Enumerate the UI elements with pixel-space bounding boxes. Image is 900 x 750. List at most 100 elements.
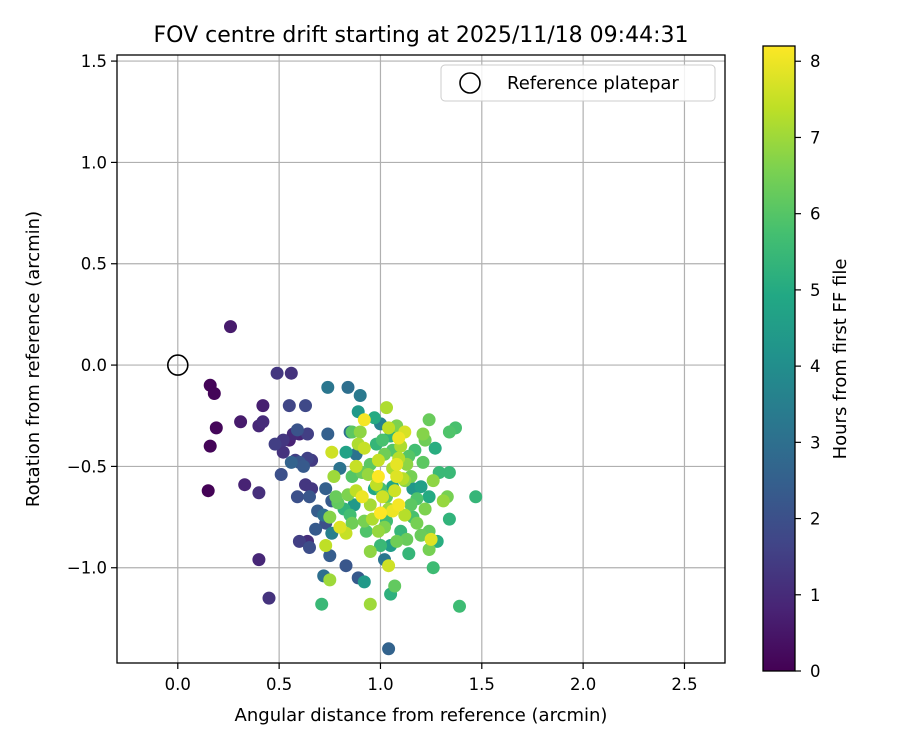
data-point [207,387,221,400]
data-point [345,516,359,530]
data-point [371,524,385,538]
data-point [376,433,389,447]
x-tick-label: 0.0 [165,675,191,694]
data-point [256,399,270,413]
data-point [209,421,223,435]
chart-title: FOV centre drift starting at 2025/11/18 … [154,23,689,48]
data-point [355,490,369,504]
data-point [321,427,335,441]
data-point [422,543,436,556]
data-point [238,478,252,492]
data-point [424,532,438,546]
data-point [357,441,371,455]
data-point [201,484,215,498]
y-tick-label: 0.5 [81,255,107,274]
colorbar [762,45,796,672]
data-point [410,516,424,530]
data-point [224,320,237,334]
colorbar-tick-label: 4 [810,357,821,376]
data-point [270,366,284,380]
legend: Reference platepar [440,64,716,102]
data-point [333,520,347,534]
data-point [234,415,248,429]
colorbar-tick-label: 7 [810,128,821,147]
data-point [428,441,442,455]
reference-point-marker [167,354,189,376]
colorbar-tick-label: 0 [810,662,821,681]
data-point [422,413,436,427]
data-point [390,534,404,548]
data-points [201,320,483,656]
x-tick-label: 2.0 [570,675,596,694]
data-point [442,466,456,479]
x-tick-label: 2.5 [671,675,697,694]
plot-frame [116,54,726,664]
colorbar-tick-label: 2 [810,510,821,529]
colorbar-tick-label: 1 [810,586,821,605]
data-point [422,490,436,504]
data-point [299,399,312,413]
data-point [371,453,385,467]
data-point [382,421,396,435]
data-point [367,411,381,425]
data-point [363,597,377,611]
x-tick-label: 1.0 [367,675,393,694]
data-point [325,445,339,459]
grid-lines [117,55,725,663]
x-axis-ticks: 0.0 0.5 1.0 1.5 2.0 2.5 [165,663,698,694]
data-point [363,545,377,558]
y-axis-ticks: −1.0 −0.5 0.0 0.5 1.0 1.5 [67,52,117,578]
data-point [404,498,418,512]
data-point [402,547,416,561]
data-point [418,502,432,516]
data-point [382,559,396,573]
data-point [398,508,412,522]
data-point [284,455,298,469]
data-point [414,528,428,542]
data-point [252,486,266,500]
data-point [303,541,316,554]
y-tick-label: 1.5 [81,52,107,71]
data-point [453,599,466,613]
data-point [323,549,337,563]
data-point [349,459,363,473]
data-point [416,427,430,441]
data-point [374,539,387,552]
data-point [371,470,385,483]
x-axis-label: Angular distance from reference (arcmin) [235,705,608,726]
data-point [274,468,288,481]
colorbar-tick-label: 6 [810,205,821,224]
data-point [301,427,314,441]
data-point [426,474,440,488]
data-point [323,510,337,524]
data-point [390,470,404,483]
data-point [400,532,414,546]
data-point [284,366,298,380]
data-point [323,573,337,587]
colorbar-tick-label: 3 [810,433,821,452]
data-point [256,415,270,429]
data-point [347,498,361,512]
data-point [414,480,428,494]
y-tick-label: 0.0 [81,356,107,375]
data-point [357,575,371,589]
data-point [290,490,304,504]
data-point [290,423,304,437]
data-point [388,579,402,593]
data-point [297,459,310,473]
data-point [359,524,373,538]
data-point [252,553,266,567]
data-point [380,401,393,415]
legend-marker [459,72,481,94]
data-point [363,498,377,512]
data-point [329,490,343,504]
data-point [436,494,450,508]
data-point [321,380,335,394]
data-point [319,482,333,496]
data-point [339,559,353,573]
data-point [327,470,341,483]
data-point [315,597,329,611]
data-point [341,380,355,394]
data-point [353,389,367,402]
